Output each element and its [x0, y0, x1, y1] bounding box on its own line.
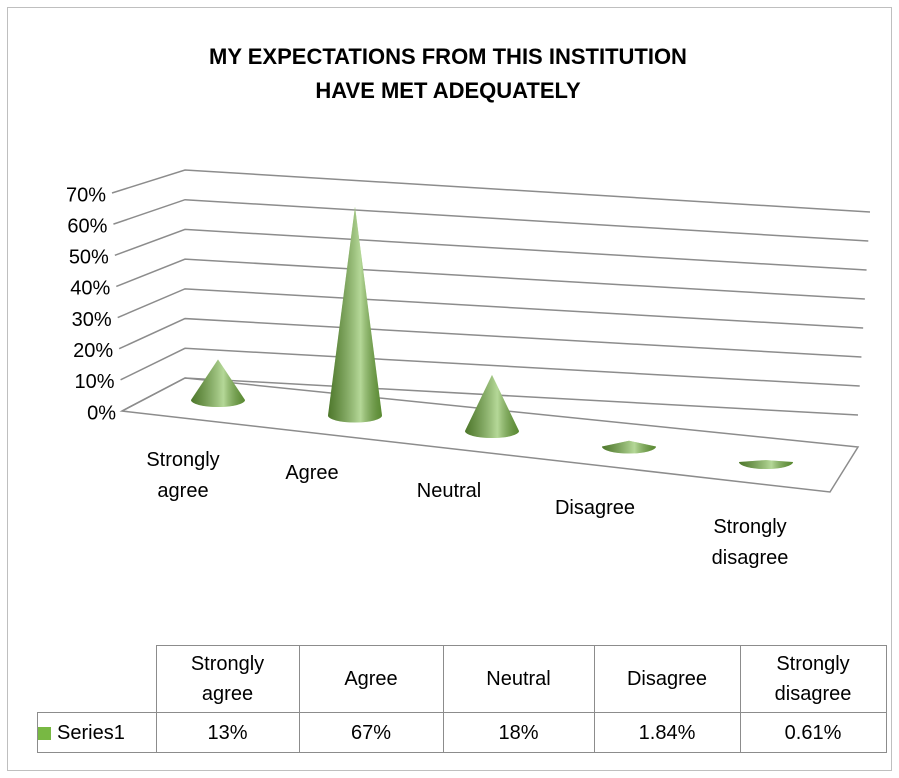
table-header-text: Agree: [344, 668, 398, 690]
x-tick-label: Agree: [285, 462, 339, 484]
table-value-cell: 0.61%: [739, 712, 887, 753]
chart-title: MY EXPECTATIONS FROM THIS INSTITUTION HA…: [209, 44, 687, 103]
y-tick-label: 0%: [87, 402, 116, 424]
table-value-cell: 13%: [155, 712, 300, 753]
grid-line: [120, 347, 860, 387]
table-value-cell: 67%: [298, 712, 444, 753]
table-header-text: Strongly agree: [190, 653, 265, 705]
cone: [465, 374, 519, 438]
table-header-row: Strongly agree Agree Neutral Disagree Strong…: [37, 645, 887, 713]
grid-line: [111, 169, 871, 213]
cone-shade: [602, 440, 656, 454]
grid-line: [116, 258, 865, 300]
table-legend-cell: Series1: [37, 712, 157, 753]
table-header-cell: Strongly disagree: [739, 645, 887, 713]
grid-line: [118, 317, 862, 358]
x-tick-label: Strongly disagree: [711, 516, 789, 569]
table-header-cell: Neutral: [442, 645, 595, 713]
table-value-cell: 18%: [442, 712, 595, 753]
grid-line: [114, 228, 867, 271]
cone-shade: [465, 374, 519, 438]
data-table: Strongly agree Agree Neutral Disagree Strong…: [37, 645, 887, 753]
cone: [739, 460, 793, 469]
y-tick-label: 30%: [72, 309, 112, 331]
cone-shade: [328, 206, 382, 423]
x-tick-label: Strongly agree: [146, 449, 220, 502]
cone: [191, 359, 245, 407]
table-value-cell: 1.84%: [593, 712, 741, 753]
table-header-cell: Agree: [298, 645, 444, 713]
cone: [602, 440, 656, 454]
grid-line: [117, 288, 864, 329]
table-header-text: Strongly disagree: [774, 653, 852, 705]
table-header-text: Disagree: [626, 668, 708, 690]
y-tick-label: 70%: [66, 184, 106, 206]
cone-shade: [191, 359, 245, 407]
grid-line: [113, 198, 869, 242]
table-header-cell: Disagree: [593, 645, 741, 713]
x-tick-label: Neutral: [416, 480, 482, 502]
x-tick-label: Disagree: [554, 497, 636, 519]
table-corner: [37, 645, 157, 713]
table-header-cell: Strongly agree: [155, 645, 300, 713]
y-tick-label: 40%: [70, 278, 110, 300]
y-tick-label: 10%: [75, 371, 115, 393]
cone-shade: [739, 460, 793, 469]
y-tick-label: 20%: [73, 340, 113, 362]
cone: [328, 206, 382, 423]
y-tick-label: 60%: [67, 215, 107, 237]
chart-frame: [7, 7, 892, 771]
y-tick-label: 50%: [69, 247, 109, 269]
legend-swatch: [38, 726, 51, 740]
table-row: Series1 13% 67% 18% 1.84% 0.61%: [37, 712, 887, 753]
legend-label: Series1: [57, 721, 125, 744]
table-header-text: Neutral: [486, 668, 551, 690]
grid-line: [121, 377, 859, 416]
